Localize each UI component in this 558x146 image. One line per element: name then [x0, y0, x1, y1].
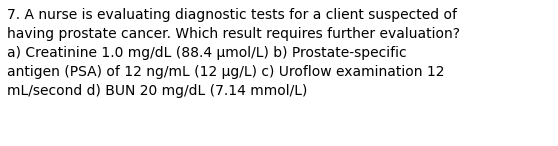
Text: 7. A nurse is evaluating diagnostic tests for a client suspected of
having prost: 7. A nurse is evaluating diagnostic test… [7, 8, 460, 98]
